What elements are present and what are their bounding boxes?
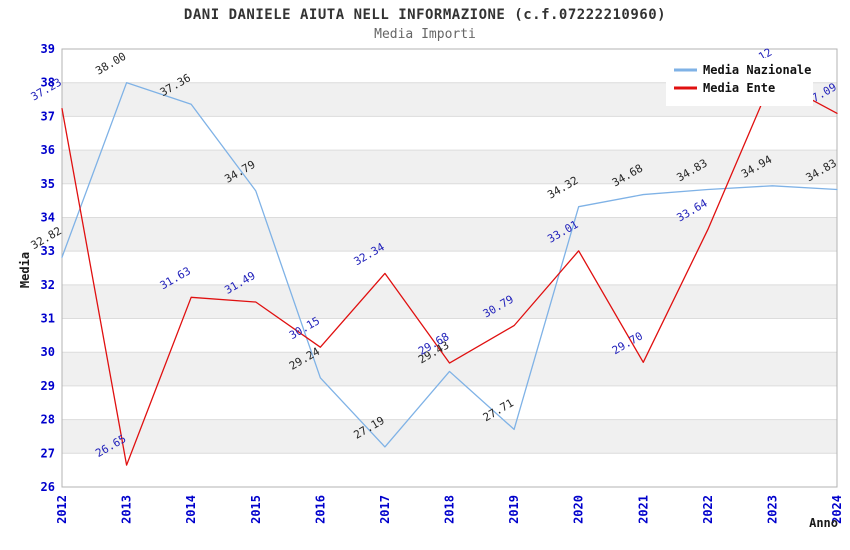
y-tick-label: 37 [41, 109, 55, 123]
y-tick-label: 30 [41, 345, 55, 359]
grid-band [62, 217, 837, 252]
grid-band [62, 284, 837, 319]
series-line-media-ente [61, 77, 838, 466]
grid-band [62, 419, 837, 454]
legend-label: Media Nazionale [703, 63, 811, 77]
x-tick-label: 2023 [765, 495, 779, 524]
x-tick-label: 2019 [507, 495, 521, 524]
legend-background [666, 58, 813, 106]
x-tick-label: 2021 [636, 495, 650, 524]
chart-title: DANI DANIELE AIUTA NELL INFORMAZIONE (c.… [183, 7, 667, 23]
series-line-media-nazionale [61, 82, 838, 448]
x-tick-label: 2014 [184, 495, 198, 524]
legend-label: Media Ente [703, 81, 775, 95]
y-tick-label: 27 [41, 446, 55, 460]
plot-background [62, 49, 837, 487]
x-tick-label: 2016 [313, 495, 327, 524]
x-tick-label: 2013 [120, 495, 134, 524]
x-tick-label: 2020 [572, 495, 586, 524]
y-tick-label: 38 [41, 76, 55, 90]
y-tick-label: 32 [41, 278, 55, 292]
y-tick-label: 36 [41, 143, 55, 157]
y-tick-label: 31 [41, 312, 55, 326]
x-tick-label: 2024 [830, 495, 844, 524]
y-tick-label: 28 [41, 413, 55, 427]
y-tick-label: 35 [41, 177, 55, 191]
x-tick-label: 2018 [443, 495, 457, 524]
plot-border [61, 48, 838, 488]
y-tick-label: 33 [41, 244, 55, 258]
y-axis-title: Media [18, 252, 32, 288]
x-tick-label: 2012 [55, 495, 69, 524]
legend: Media Nazionale Media Ente [666, 58, 813, 106]
y-tick-label: 29 [41, 379, 55, 393]
grid-band [62, 352, 837, 386]
x-axis-title: Anno [809, 516, 838, 530]
y-tick-label: 26 [41, 480, 55, 494]
y-tick-label: 34 [41, 210, 55, 224]
y-tick-label: 39 [41, 42, 55, 56]
x-tick-label: 2015 [249, 495, 263, 524]
x-tick-label: 2022 [701, 495, 715, 524]
chart-subtitle: Media Importi [374, 27, 476, 42]
grid-band [62, 150, 837, 184]
x-tick-label: 2017 [378, 495, 392, 524]
